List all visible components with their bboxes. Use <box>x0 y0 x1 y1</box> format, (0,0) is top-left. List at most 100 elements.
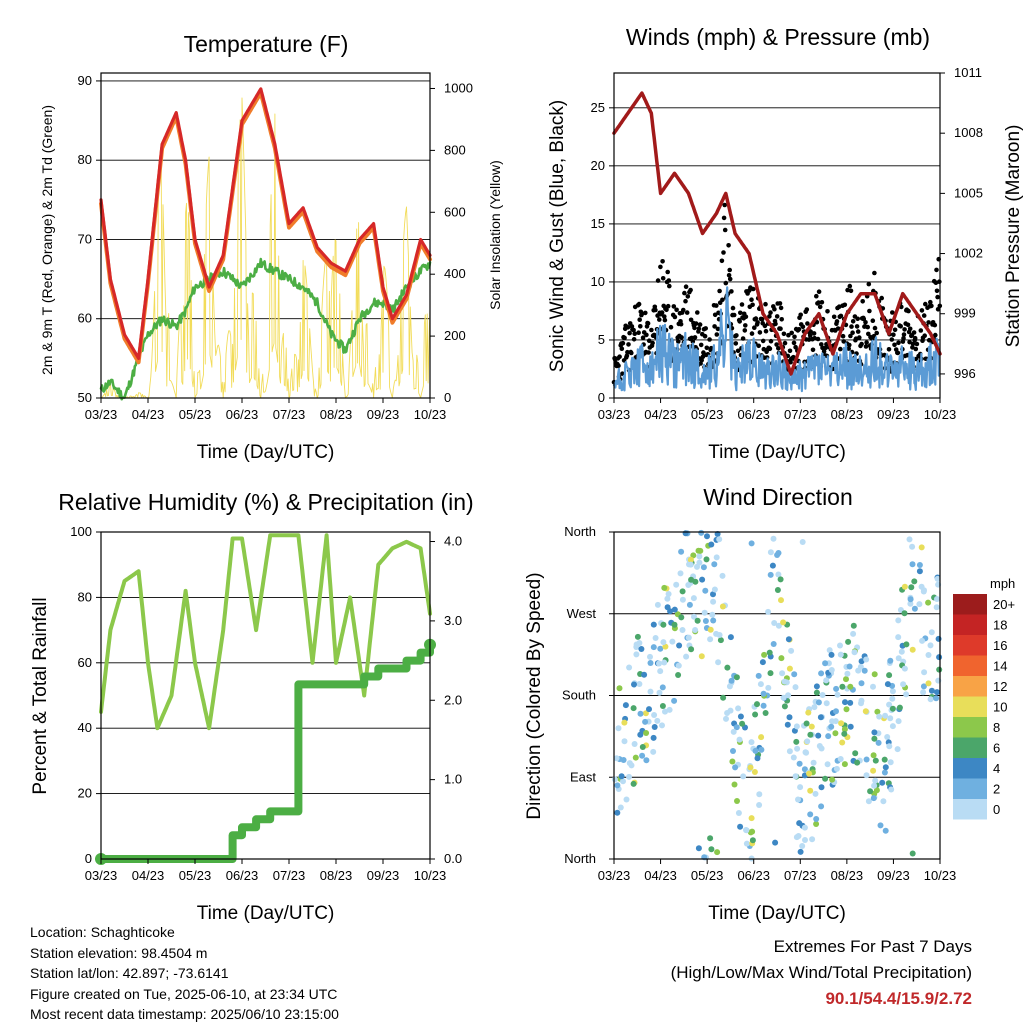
direction-point <box>757 681 764 688</box>
gust-point <box>723 280 729 286</box>
gust-point <box>872 270 877 276</box>
direction-point <box>816 743 823 749</box>
gust-point <box>749 297 754 303</box>
solar-series <box>100 97 431 399</box>
gust-point <box>695 310 700 315</box>
extremes-title: Extremes For Past 7 Days <box>773 937 972 956</box>
direction-point <box>887 759 894 766</box>
direction-point <box>911 605 918 612</box>
legend-swatch <box>953 655 987 676</box>
direction-point <box>770 535 777 542</box>
direction-point <box>901 583 908 590</box>
gust-point <box>934 267 939 273</box>
gust-point <box>693 321 699 326</box>
direction-point <box>686 601 693 608</box>
direction-point <box>927 642 934 649</box>
direction-point <box>743 840 750 847</box>
direction-point <box>928 687 935 694</box>
direction-point <box>861 667 868 674</box>
direction-point <box>875 739 882 746</box>
x-tick-label: 04/23 <box>644 407 677 422</box>
gust-point <box>653 307 658 313</box>
gust-point <box>835 326 841 331</box>
direction-point <box>870 752 877 759</box>
direction-point <box>797 784 804 791</box>
gust-point <box>665 303 671 309</box>
legend-swatch <box>953 737 987 758</box>
direction-point <box>896 704 903 711</box>
direction-point <box>900 681 907 688</box>
gust-point <box>667 283 672 289</box>
gust-point <box>759 316 765 322</box>
gust-point <box>714 332 720 337</box>
direction-point <box>850 630 857 637</box>
direction-point <box>842 699 848 706</box>
direction-point <box>934 596 940 602</box>
gust-point <box>714 303 719 308</box>
direction-point <box>870 795 877 802</box>
direction-point <box>748 815 755 822</box>
gust-point <box>779 317 784 322</box>
y-tick-label: North <box>564 851 596 866</box>
direction-point <box>779 670 786 677</box>
direction-point <box>895 617 902 624</box>
gust-point <box>774 314 780 319</box>
direction-point <box>756 791 763 798</box>
direction-point <box>847 683 854 690</box>
direction-point <box>711 586 718 593</box>
gust-point <box>907 339 912 345</box>
gust-point <box>750 286 756 292</box>
direction-point <box>894 746 901 753</box>
legend-swatch <box>953 799 987 820</box>
y-axis-label: Sonic Wind & Gust (Blue, Black) <box>547 100 568 372</box>
direction-point <box>807 787 814 794</box>
direction-point <box>815 699 822 706</box>
direction-point <box>732 764 739 771</box>
direction-point <box>679 627 686 633</box>
direction-point <box>643 730 650 736</box>
direction-point <box>614 782 621 789</box>
direction-point <box>646 706 652 713</box>
direction-point <box>841 761 848 768</box>
gust-point <box>773 321 778 327</box>
gust-point <box>743 323 748 328</box>
gust-point <box>738 310 743 316</box>
gust-point <box>914 341 920 347</box>
direction-point <box>664 604 671 611</box>
gust-point <box>681 307 686 313</box>
direction-point <box>767 670 774 677</box>
direction-point <box>765 608 772 615</box>
direction-point <box>631 741 638 747</box>
direction-point <box>636 640 643 646</box>
direction-point <box>792 684 799 691</box>
direction-point <box>872 777 879 784</box>
direction-point <box>636 681 643 687</box>
direction-point <box>679 596 686 603</box>
direction-point <box>837 651 844 658</box>
direction-point <box>843 676 849 683</box>
direction-point <box>717 637 724 644</box>
direction-point <box>933 695 940 702</box>
x-tick-label: 07/23 <box>784 868 817 883</box>
gust-point <box>798 312 803 318</box>
gust-point <box>840 333 846 339</box>
direction-point <box>767 571 774 578</box>
legend-label: 4 <box>993 761 1000 776</box>
temperature-title: Temperature (F) <box>184 31 349 57</box>
direction-point <box>823 677 830 684</box>
gust-point <box>763 301 768 307</box>
direction-point <box>781 678 788 685</box>
direction-point <box>844 670 851 677</box>
direction-point <box>699 576 706 583</box>
y-tick-label: 80 <box>78 152 92 167</box>
dewpoint-series <box>99 257 432 401</box>
direction-point <box>691 613 697 620</box>
direction-point <box>846 663 853 670</box>
temp-2m-series <box>99 87 432 360</box>
direction-point <box>626 773 632 780</box>
gust-point <box>817 304 823 310</box>
gust-point <box>638 324 643 329</box>
plot-frame <box>613 72 941 399</box>
y-tick-label: 40 <box>78 720 92 735</box>
direction-point <box>877 822 884 829</box>
